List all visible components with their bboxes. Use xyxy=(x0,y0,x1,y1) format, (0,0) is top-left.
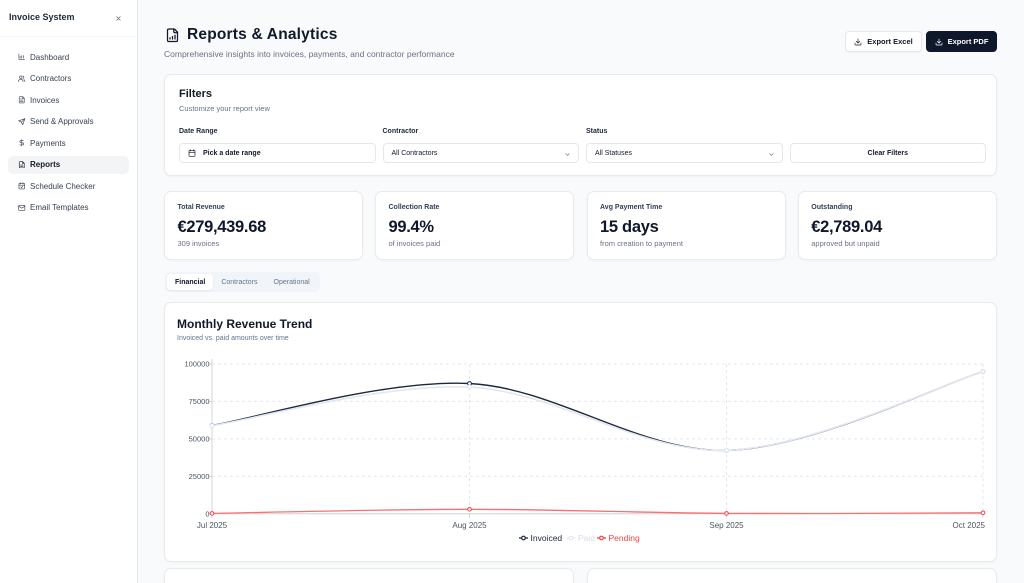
svg-text:Oct 2025: Oct 2025 xyxy=(953,521,986,530)
svg-text:75000: 75000 xyxy=(189,397,210,406)
svg-text:Pending: Pending xyxy=(609,533,640,543)
svg-text:Aug 2025: Aug 2025 xyxy=(452,521,487,530)
svg-text:25000: 25000 xyxy=(189,472,210,481)
svg-text:100000: 100000 xyxy=(184,360,209,369)
svg-text:Paid: Paid xyxy=(578,533,595,543)
svg-text:Jul 2025: Jul 2025 xyxy=(197,521,228,530)
svg-text:Sep 2025: Sep 2025 xyxy=(709,521,744,530)
svg-text:Invoiced: Invoiced xyxy=(531,533,563,543)
svg-text:0: 0 xyxy=(205,509,209,518)
svg-text:50000: 50000 xyxy=(189,434,210,443)
